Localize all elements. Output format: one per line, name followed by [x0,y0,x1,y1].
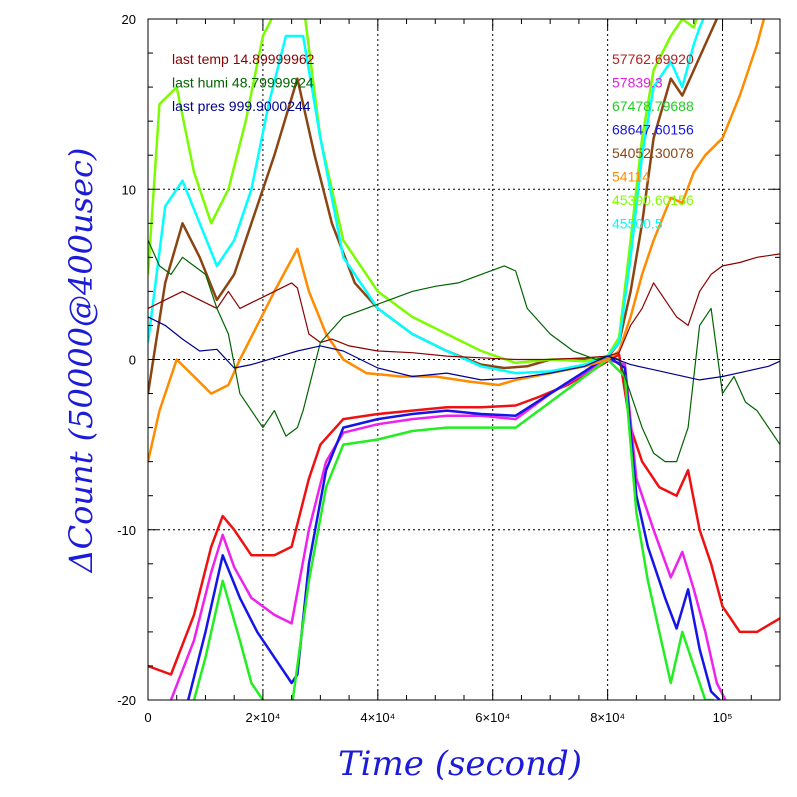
x-tick-label: 10⁵ [713,710,733,725]
y-tick-label: 20 [122,12,136,27]
x-tick-label: 4×10⁴ [360,710,395,725]
series-line-6 [148,19,766,462]
legend-right-entry: 67478.79688 [612,98,694,114]
legend-right-entry: 54114 [612,169,650,185]
series-line-11 [148,316,780,381]
legend-right-entry: 68647.60156 [612,122,694,138]
series-line-1 [148,353,780,676]
legend-left-entry: last pres 999.9000244 [172,98,311,114]
series-lines [148,19,780,700]
y-tick-label: -10 [117,523,136,538]
series-line-8 [148,19,705,375]
legend-right-entry: 45500.5 [612,216,663,232]
series-line-2 [169,358,727,700]
y-axis-title: ΔCount (50000@400usec) [62,148,100,575]
x-tick-label: 2×10⁴ [245,710,280,725]
axis-ticks [147,18,781,701]
x-axis-title: Time (second) [338,744,582,784]
tick-labels: 0 2×10⁴ 4×10⁴ 6×10⁴ 8×10⁴ 10⁵ -20 -10 0 10 20 [117,12,732,725]
legend-left-entry: last humi 48.79999924 [172,75,314,91]
legend-right-entry: 54052.30078 [612,145,694,161]
legend-right-entry: 57839.3 [612,75,663,91]
legend-right-entry: 45390.60156 [612,192,694,208]
legend-left: last temp 14.89999962 last humi 48.799999… [172,51,315,114]
legend-left-entry: last temp 14.89999962 [172,51,315,67]
plot-frame [147,18,781,701]
y-tick-label: -20 [117,693,136,708]
series-line-10 [148,240,780,463]
x-tick-label: 8×10⁴ [590,710,625,725]
series-line-9 [148,253,780,361]
series-line-3 [186,354,721,700]
series-line-7 [148,19,699,365]
x-tick-label: 0 [144,710,151,725]
series-line-5 [148,19,719,394]
legend-right: 57762.69920 57839.3 67478.79688 68647.60156… [612,51,694,232]
y-tick-label: 10 [122,182,136,197]
y-tick-label: 0 [129,353,136,368]
legend-right-entry: 57762.69920 [612,51,694,67]
series-line-4 [192,358,714,700]
x-tick-label: 6×10⁴ [475,710,510,725]
